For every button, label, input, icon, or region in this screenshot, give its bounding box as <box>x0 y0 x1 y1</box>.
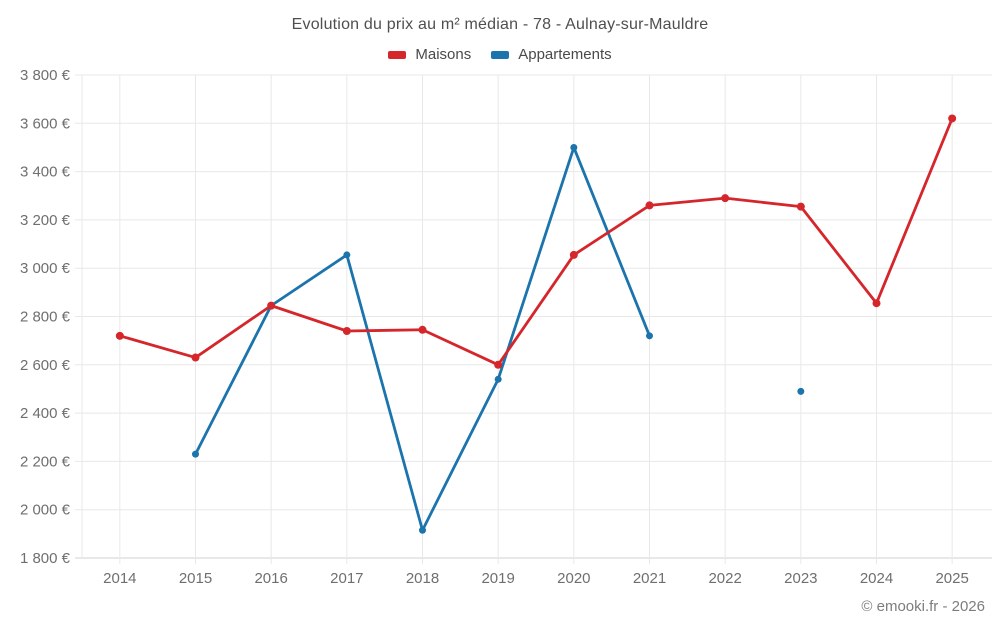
chart-title: Evolution du prix au m² médian - 78 - Au… <box>291 16 709 33</box>
maisons-point-2024 <box>872 299 881 308</box>
x-axis-tick-label: 2015 <box>179 570 212 587</box>
legend-label-appartements: Appartements <box>518 46 612 63</box>
maisons-point-2014 <box>115 331 124 340</box>
y-axis-tick-label: 3 000 € <box>20 260 71 277</box>
x-axis-tick-label: 2023 <box>784 570 817 587</box>
maisons-swatch-icon <box>388 50 407 59</box>
appartements-point-2020 <box>570 143 578 151</box>
maisons-line <box>118 117 954 367</box>
y-axis-tick-label: 2 600 € <box>20 357 71 374</box>
maisons-point-2018 <box>418 325 427 334</box>
appartements-swatch-icon <box>491 50 510 59</box>
chart-legend: Maisons Appartements <box>0 46 1000 63</box>
x-axis-tick-label: 2016 <box>254 570 287 587</box>
x-axis-tick-label: 2018 <box>406 570 439 587</box>
x-axis-tick-label: 2017 <box>330 570 363 587</box>
legend-item-maisons[interactable]: Maisons <box>388 46 471 63</box>
x-axis-tick-label: 2022 <box>708 570 741 587</box>
y-axis-tick-label: 1 800 € <box>20 550 71 567</box>
legend-item-appartements[interactable]: Appartements <box>491 46 612 63</box>
y-axis-tick-label: 3 400 € <box>20 164 71 181</box>
y-axis-tick-label: 2 800 € <box>20 309 71 326</box>
maisons-point-2015 <box>191 353 200 362</box>
appartements-point-2015 <box>192 450 199 458</box>
maisons-point-2016 <box>267 301 276 310</box>
maisons-point-2017 <box>342 326 351 335</box>
y-axis-tick-label: 2 200 € <box>20 453 71 470</box>
x-axis-tick-label: 2020 <box>557 570 590 587</box>
y-axis-tick-label: 2 000 € <box>20 502 71 519</box>
maisons-point-2020 <box>569 250 578 259</box>
y-axis-tick-label: 3 600 € <box>20 115 71 132</box>
appartements-point-2019 <box>494 375 502 383</box>
x-axis-tick-label: 2019 <box>481 570 514 587</box>
maisons-point-2023 <box>796 202 805 211</box>
appartements-point-2017 <box>343 251 351 259</box>
appartements-point-2023 <box>797 387 805 395</box>
maisons-point-2025 <box>948 114 957 123</box>
maisons-point-2019 <box>494 360 503 369</box>
y-axis-tick-label: 3 800 € <box>20 67 71 84</box>
y-axis-tick-label: 3 200 € <box>20 212 71 229</box>
x-axis-tick-label: 2025 <box>935 570 968 587</box>
appartements-point-2021 <box>646 332 653 340</box>
y-axis-tick-label: 2 400 € <box>20 405 71 422</box>
copyright-credit: © emooki.fr - 2026 <box>861 598 985 615</box>
x-axis-tick-label: 2014 <box>103 570 136 587</box>
appartements-point-2018 <box>419 526 426 534</box>
x-axis-tick-label: 2021 <box>633 570 666 587</box>
maisons-point-2022 <box>721 194 730 203</box>
maisons-point-2021 <box>645 201 654 210</box>
x-axis-tick-label: 2024 <box>860 570 893 587</box>
legend-label-maisons: Maisons <box>415 46 472 63</box>
